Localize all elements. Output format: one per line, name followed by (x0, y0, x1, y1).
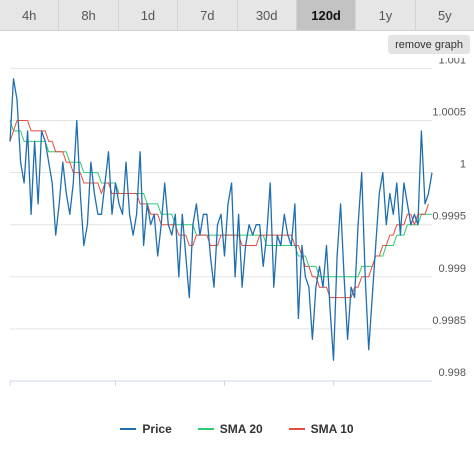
series-line-sma10 (9, 120, 429, 299)
tab-30d[interactable]: 30d (238, 0, 297, 30)
legend-label-price: Price (142, 422, 172, 436)
series-line-sma20 (9, 120, 432, 278)
tab-5y[interactable]: 5y (437, 7, 452, 23)
y-tick-label: 0.999 (438, 263, 466, 275)
y-tick-label: 0.9995 (432, 211, 466, 223)
legend-item-price[interactable]: Price (120, 420, 172, 438)
timeframe-tabs: 4h 8h 1d 7d 30d 120d 1y 5y (0, 0, 474, 31)
tab-7d[interactable]: 7d (178, 0, 238, 30)
y-tick-label: 1 (460, 159, 466, 171)
legend-swatch-price (120, 428, 137, 430)
y-tick-label: 0.998 (438, 367, 466, 379)
legend-swatch-sma10 (288, 428, 305, 430)
remove-graph-button[interactable]: remove graph (388, 35, 470, 54)
tab-1y[interactable]: 1y (356, 0, 416, 30)
legend-label-sma20: SMA 20 (219, 422, 263, 436)
y-tick-label: 1.0005 (432, 107, 466, 119)
tab-4h[interactable]: 4h (0, 0, 60, 30)
tab-120d[interactable]: 120d (296, 0, 357, 30)
y-tick-label: 0.9985 (432, 315, 466, 327)
chart-legend: Price SMA 20 SMA 10 (0, 420, 474, 438)
legend-swatch-sma20 (197, 428, 214, 430)
legend-item-sma10[interactable]: SMA 10 (288, 420, 354, 438)
y-tick-label: 1.001 (438, 58, 466, 66)
legend-item-sma20[interactable]: SMA 20 (197, 420, 263, 438)
series-line-price (9, 78, 433, 361)
tab-8h[interactable]: 8h (59, 0, 119, 30)
tab-1d[interactable]: 1d (119, 0, 179, 30)
legend-label-sma10: SMA 10 (310, 422, 354, 436)
